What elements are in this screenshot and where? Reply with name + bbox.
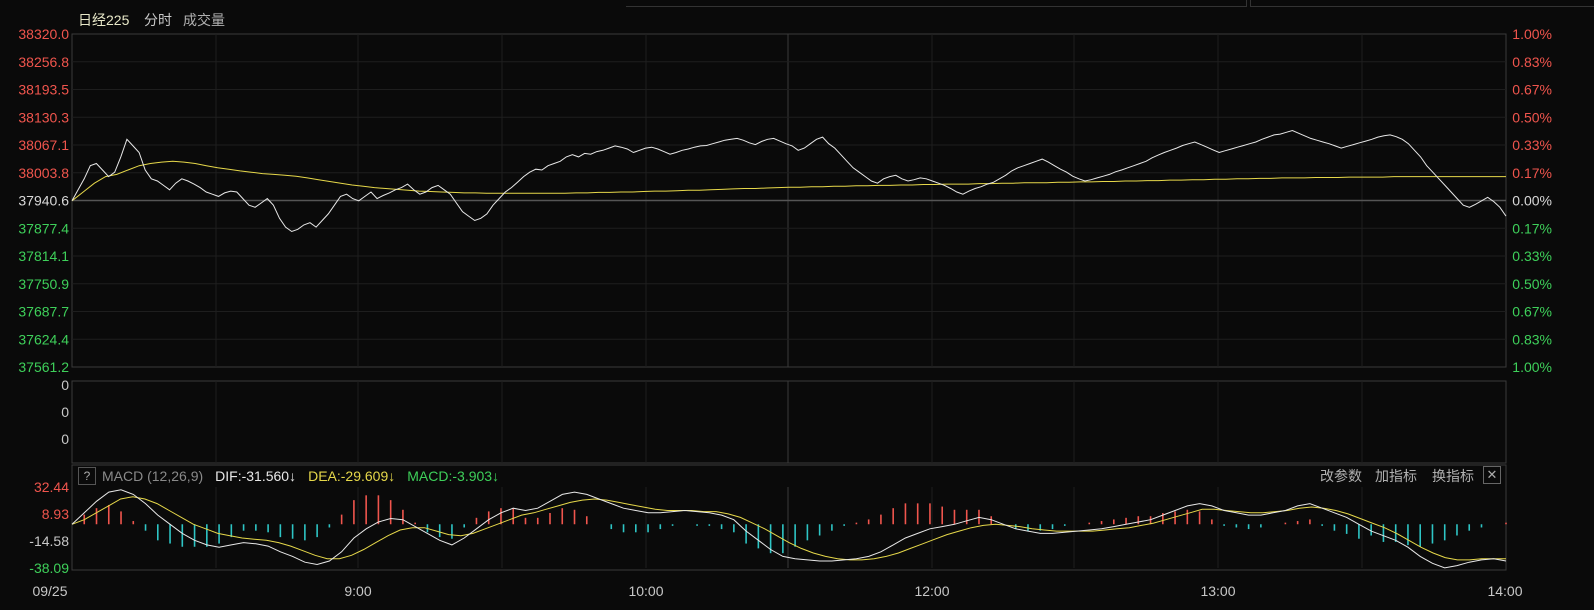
y-tick-left: 37561.2 bbox=[18, 359, 69, 375]
y-tick-left: 38193.5 bbox=[18, 82, 69, 98]
macd-toolbar: ? MACD (12,26,9) DIF:-31.560↓ DEA:-29.60… bbox=[78, 465, 499, 487]
y-tick-left: 37814.1 bbox=[18, 248, 69, 264]
y-tick-right: 1.00% bbox=[1512, 26, 1552, 42]
top-border-notch-left bbox=[626, 0, 1247, 7]
x-tick: 10:00 bbox=[628, 583, 663, 599]
y-tick-left: 38256.8 bbox=[18, 54, 69, 70]
y-tick-left: 38067.1 bbox=[18, 137, 69, 153]
y-tick-right: 0.00% bbox=[1512, 193, 1552, 209]
help-icon[interactable]: ? bbox=[78, 467, 96, 485]
y-tick-right: 0.67% bbox=[1512, 304, 1552, 320]
y-tick-left: 37877.4 bbox=[18, 220, 69, 236]
macd-y-tick: -14.58 bbox=[29, 533, 69, 549]
switch-indicator-button[interactable]: 换指标 bbox=[1432, 468, 1474, 484]
y-tick-right: 0.33% bbox=[1512, 248, 1552, 264]
close-icon[interactable]: ✕ bbox=[1483, 466, 1501, 484]
change-params-button[interactable]: 改参数 bbox=[1320, 468, 1362, 484]
volume-y-tick: 0 bbox=[61, 404, 69, 420]
y-tick-left: 38320.0 bbox=[18, 26, 69, 42]
macd-value: MACD:-3.903↓ bbox=[407, 468, 500, 484]
dif-line bbox=[71, 489, 1507, 569]
y-tick-left: 38003.8 bbox=[18, 165, 69, 181]
x-tick: 14:00 bbox=[1487, 583, 1522, 599]
macd-indicator-name[interactable]: MACD (12,26,9) bbox=[102, 468, 204, 484]
y-tick-right: 0.67% bbox=[1512, 82, 1552, 98]
pane-border bbox=[71, 464, 1507, 571]
volume-y-tick: 0 bbox=[61, 431, 69, 447]
y-tick-right: 1.00% bbox=[1512, 359, 1552, 375]
dea-line bbox=[71, 496, 1506, 561]
price-line bbox=[71, 129, 1507, 233]
tab-volume[interactable]: 成交量 bbox=[183, 12, 225, 28]
x-tick: 09/25 bbox=[32, 583, 67, 599]
chart-title: 日经225 bbox=[78, 12, 130, 28]
pane-border bbox=[71, 380, 1507, 464]
macd-y-tick: 32.44 bbox=[34, 479, 69, 495]
volume-y-tick: 0 bbox=[61, 377, 69, 393]
macd-y-tick: -38.09 bbox=[29, 560, 69, 576]
y-tick-left: 37750.9 bbox=[18, 276, 69, 292]
x-tick: 13:00 bbox=[1200, 583, 1235, 599]
y-tick-right: 0.50% bbox=[1512, 276, 1552, 292]
y-tick-right: 0.17% bbox=[1512, 220, 1552, 236]
dea-value: DEA:-29.609↓ bbox=[308, 468, 396, 484]
y-tick-left: 38130.3 bbox=[18, 109, 69, 125]
y-tick-right: 0.50% bbox=[1512, 109, 1552, 125]
add-indicator-button[interactable]: 加指标 bbox=[1375, 468, 1417, 484]
x-tick: 9:00 bbox=[344, 583, 371, 599]
macd-y-tick: 8.93 bbox=[42, 506, 69, 522]
y-tick-left: 37687.7 bbox=[18, 304, 69, 320]
tab-minute[interactable]: 分时 bbox=[144, 12, 172, 28]
top-border-notch-right bbox=[1250, 0, 1594, 7]
y-tick-right: 0.83% bbox=[1512, 54, 1552, 70]
y-tick-right: 0.33% bbox=[1512, 137, 1552, 153]
y-tick-left: 37624.4 bbox=[18, 331, 69, 347]
avg-price-line bbox=[71, 160, 1506, 202]
y-tick-right: 0.17% bbox=[1512, 165, 1552, 181]
y-tick-left: 37940.6 bbox=[18, 193, 69, 209]
x-tick: 12:00 bbox=[914, 583, 949, 599]
y-tick-right: 0.83% bbox=[1512, 331, 1552, 347]
dif-value: DIF:-31.560↓ bbox=[215, 468, 297, 484]
